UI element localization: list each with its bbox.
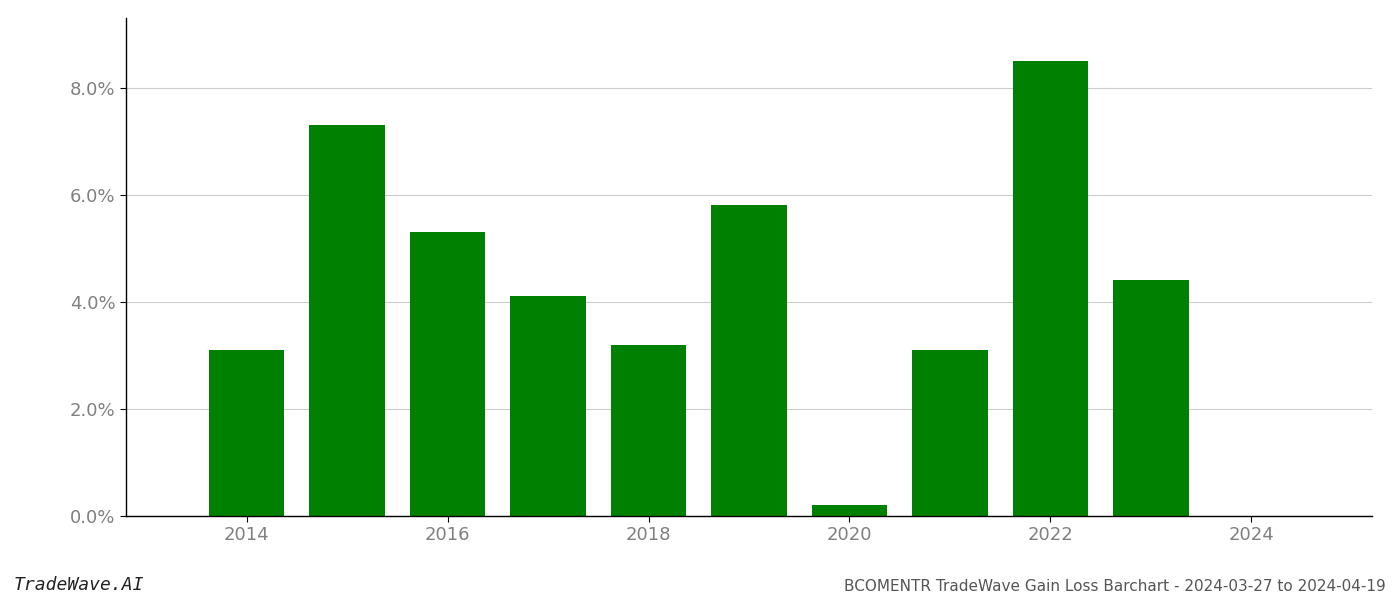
Bar <box>711 205 787 516</box>
Bar <box>812 505 888 516</box>
Bar <box>1113 280 1189 516</box>
Bar <box>1012 61 1088 516</box>
Text: TradeWave.AI: TradeWave.AI <box>14 576 144 594</box>
Bar <box>309 125 385 516</box>
Bar <box>511 296 585 516</box>
Bar <box>610 344 686 516</box>
Bar <box>410 232 486 516</box>
Bar <box>913 350 987 516</box>
Bar <box>209 350 284 516</box>
Text: BCOMENTR TradeWave Gain Loss Barchart - 2024-03-27 to 2024-04-19: BCOMENTR TradeWave Gain Loss Barchart - … <box>844 579 1386 594</box>
